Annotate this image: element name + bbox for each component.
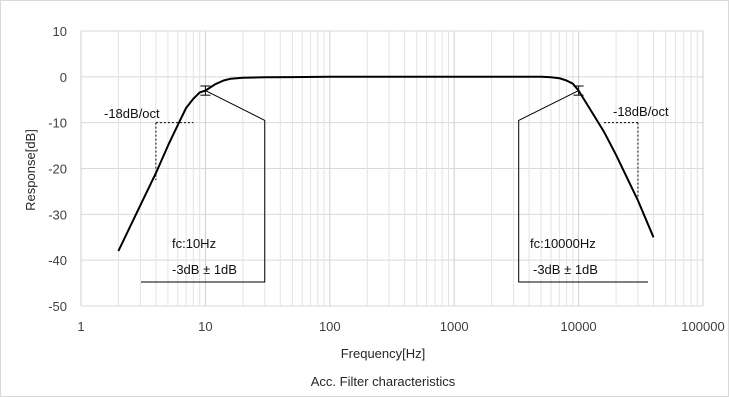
x-axis-title: Frequency[Hz]	[341, 346, 426, 361]
x-tick-label: 100000	[681, 319, 724, 334]
chart-title: Acc. Filter characteristics	[311, 374, 456, 389]
y-tick-label: -10	[48, 116, 67, 131]
response-curve	[117, 75, 655, 252]
annotation-text: -18dB/oct -18dB/oct fc:10Hz -3dB ± 1dB fc:10…	[104, 104, 669, 277]
y-axis-title: Response[dB]	[23, 129, 38, 211]
tick-labels: 100-10-20-30-40-501 10 100 1000 10000 100000	[48, 24, 724, 334]
callout-line2: -3dB ± 1dB	[533, 262, 598, 277]
x-tick-label: 1000	[440, 319, 469, 334]
y-tick-label: 10	[53, 24, 67, 39]
slope-label-low: -18dB/oct	[104, 106, 160, 121]
x-tick-label: 1	[77, 319, 84, 334]
annotation-lines	[141, 90, 648, 283]
x-tick-label: 10000	[561, 319, 597, 334]
y-tick-label: 0	[60, 70, 67, 85]
callout-leader	[141, 90, 266, 283]
x-tick-label: 100	[319, 319, 341, 334]
y-tick-label: -30	[48, 207, 67, 222]
slope-label-high: -18dB/oct	[613, 104, 669, 119]
callout-line2: -3dB ± 1dB	[172, 262, 237, 277]
x-tick-label: 10	[198, 319, 212, 334]
y-tick-label: -20	[48, 162, 67, 177]
series-layer	[117, 75, 655, 252]
callout-leader	[518, 90, 648, 283]
y-tick-label: -50	[48, 299, 67, 314]
callout-line1: fc:10Hz	[172, 236, 216, 251]
callout-line1: fc:10000Hz	[530, 236, 596, 251]
y-tick-label: -40	[48, 253, 67, 268]
